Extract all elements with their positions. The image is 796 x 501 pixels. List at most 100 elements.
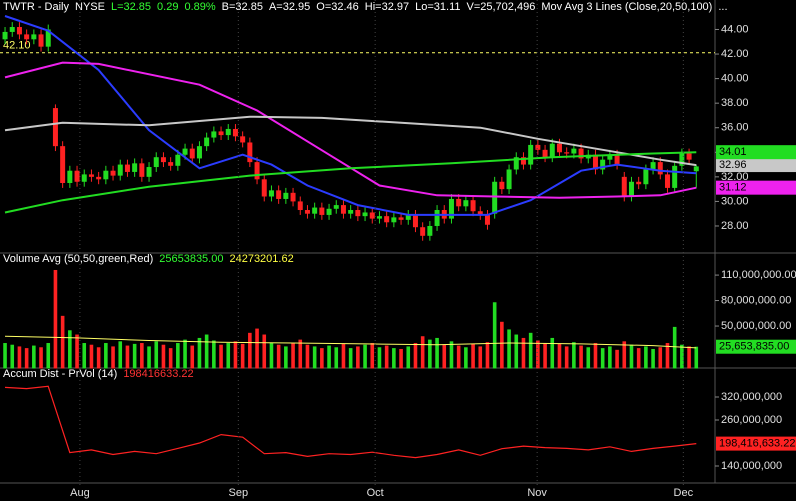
title-piece: 25653835.00 xyxy=(159,253,223,265)
candle-body xyxy=(686,153,692,160)
title-piece: ... xyxy=(718,1,727,13)
volume-bar xyxy=(39,347,43,369)
volume-bar xyxy=(226,343,231,369)
candle-body xyxy=(470,200,476,212)
volume-bar xyxy=(219,344,223,369)
x-tick-label: Oct xyxy=(367,487,384,499)
volume-bar xyxy=(608,346,612,369)
candle-body xyxy=(283,192,289,199)
volume-bar xyxy=(125,345,130,369)
volume-bar xyxy=(442,344,447,369)
candle-body xyxy=(412,214,418,228)
y-tick-label: 44.00 xyxy=(721,23,749,35)
value-label: 32.96 xyxy=(719,159,747,171)
candle-body xyxy=(492,181,498,214)
candle-body xyxy=(312,207,318,214)
volume-bar xyxy=(435,337,439,369)
volume-bar xyxy=(168,348,173,369)
volume-bar xyxy=(111,346,115,369)
candle-body xyxy=(254,162,260,180)
candle-body xyxy=(628,181,634,197)
volume-bar xyxy=(428,339,432,369)
volume-bar xyxy=(370,343,375,369)
candle-body xyxy=(549,143,555,158)
title-piece: V=25,702,496 xyxy=(467,1,536,13)
volume-bar xyxy=(204,334,209,369)
y-tick-label: 110,000,000.00 xyxy=(721,269,796,281)
candle-body xyxy=(124,164,130,172)
volume-bar xyxy=(24,348,29,369)
title-piece: L=32.85 xyxy=(111,1,151,13)
y-tick-label: 38.00 xyxy=(721,97,749,109)
volume-bar xyxy=(680,344,684,369)
volume-bar xyxy=(89,344,94,369)
y-tick-label: 28.00 xyxy=(721,220,749,232)
candle-body xyxy=(556,143,562,153)
value-label: 198,416,633.22 xyxy=(719,438,795,450)
title-piece: 24273201.62 xyxy=(229,253,293,265)
y-tick-label: 32.00 xyxy=(721,171,749,183)
title-piece: Hi=32.97 xyxy=(365,1,409,13)
candle-body xyxy=(355,210,361,217)
candle-body xyxy=(499,181,505,190)
value-label: 31.12 xyxy=(719,182,747,194)
candle-body xyxy=(103,170,109,180)
volume-bar xyxy=(320,348,324,369)
volume-bar xyxy=(298,339,303,369)
volume-bar xyxy=(147,346,151,369)
title-piece: O=32.46 xyxy=(316,1,359,13)
candle-body xyxy=(74,170,80,182)
volume-bar xyxy=(471,343,475,369)
volume-bar xyxy=(672,326,677,369)
volume-bar xyxy=(521,337,526,369)
volume-bar xyxy=(176,343,180,369)
volume-bar xyxy=(291,343,295,369)
volume-bar xyxy=(118,341,123,369)
volume-bar xyxy=(644,346,648,369)
y-tick-label: 40.00 xyxy=(721,73,749,85)
candle-body xyxy=(67,170,73,183)
candle-body xyxy=(189,148,195,159)
candle-body xyxy=(600,159,606,170)
value-box xyxy=(716,436,796,451)
candle-body xyxy=(81,174,87,182)
volume-bar xyxy=(528,332,533,369)
candle-body xyxy=(607,154,613,160)
moving-average xyxy=(4,61,697,199)
x-tick-label: Aug xyxy=(70,487,90,499)
title-piece: NYSE xyxy=(75,1,105,13)
volume-bar xyxy=(399,348,403,369)
candle-body xyxy=(304,210,310,214)
candle-body xyxy=(506,169,512,190)
candle-body xyxy=(398,217,404,220)
candle-body xyxy=(664,174,670,188)
candle-body xyxy=(564,152,570,154)
candle-body xyxy=(247,142,253,163)
volume-bar xyxy=(197,337,202,369)
volume-average xyxy=(4,335,697,349)
candle-body xyxy=(456,198,462,207)
candle-body xyxy=(139,163,145,177)
candle-body xyxy=(132,163,138,172)
panel-title: Volume Avg (50,50,green,Red) 25653835.00 2… xyxy=(3,253,294,265)
candle-body xyxy=(513,157,519,170)
volume-bar xyxy=(348,348,353,369)
volume-bar xyxy=(53,269,58,369)
candle-body xyxy=(45,29,51,47)
volume-bar xyxy=(500,321,504,369)
candle-body xyxy=(592,154,598,170)
candle-body xyxy=(196,146,202,159)
title-piece: Volume Avg (50,50,green,Red) xyxy=(3,253,153,265)
candle-body xyxy=(218,131,224,136)
volume-bar xyxy=(17,346,22,369)
candle-body xyxy=(276,190,282,199)
title-piece: 198416633.22 xyxy=(123,368,193,380)
volume-bar xyxy=(384,345,389,369)
volume-bar xyxy=(132,343,137,369)
candle-body xyxy=(240,136,246,143)
y-tick-label: 50,000,000.00 xyxy=(721,320,791,332)
volume-bar xyxy=(420,336,425,369)
candle-body xyxy=(693,166,699,172)
volume-bar xyxy=(312,346,317,369)
